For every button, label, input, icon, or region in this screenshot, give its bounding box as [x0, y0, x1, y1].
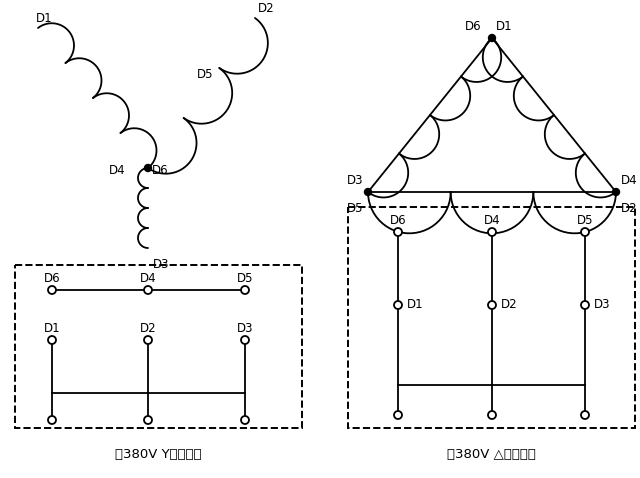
- Circle shape: [488, 34, 495, 42]
- Text: D3: D3: [153, 258, 170, 271]
- Text: D1: D1: [496, 20, 513, 33]
- Bar: [348, 207, 635, 428]
- Text: D1: D1: [36, 12, 52, 25]
- Circle shape: [394, 301, 402, 309]
- Circle shape: [581, 301, 589, 309]
- Text: D2: D2: [621, 202, 637, 215]
- Circle shape: [488, 228, 496, 236]
- Text: D3: D3: [594, 298, 611, 312]
- Text: D2: D2: [501, 298, 518, 312]
- Circle shape: [241, 336, 249, 344]
- Text: D2: D2: [140, 323, 156, 336]
- Text: D6: D6: [465, 20, 482, 33]
- Text: D5: D5: [237, 272, 253, 285]
- Circle shape: [581, 411, 589, 419]
- Text: D6: D6: [152, 163, 168, 176]
- Circle shape: [581, 228, 589, 236]
- Text: D6: D6: [390, 215, 406, 228]
- Text: D3: D3: [237, 323, 253, 336]
- Circle shape: [241, 286, 249, 294]
- Text: D4: D4: [621, 174, 637, 187]
- Circle shape: [145, 164, 152, 172]
- Circle shape: [488, 301, 496, 309]
- Circle shape: [394, 411, 402, 419]
- Text: D4: D4: [140, 272, 156, 285]
- Circle shape: [48, 416, 56, 424]
- Circle shape: [365, 188, 371, 196]
- Circle shape: [48, 286, 56, 294]
- Text: D2: D2: [258, 2, 275, 15]
- Text: D1: D1: [44, 323, 60, 336]
- Text: D6: D6: [44, 272, 60, 285]
- Text: D3: D3: [346, 174, 363, 187]
- Circle shape: [241, 416, 249, 424]
- Text: ～380V Y形接线法: ～380V Y形接线法: [115, 448, 202, 461]
- Text: D5: D5: [346, 202, 363, 215]
- Circle shape: [48, 336, 56, 344]
- Circle shape: [144, 286, 152, 294]
- Text: D4: D4: [109, 163, 126, 176]
- Bar: [15, 265, 302, 428]
- Circle shape: [488, 411, 496, 419]
- Text: D5: D5: [196, 68, 213, 81]
- Circle shape: [144, 416, 152, 424]
- Circle shape: [144, 336, 152, 344]
- Text: D1: D1: [407, 298, 424, 312]
- Circle shape: [612, 188, 620, 196]
- Text: D4: D4: [484, 215, 500, 228]
- Text: ～380V △形接线法: ～380V △形接线法: [447, 448, 536, 461]
- Text: D5: D5: [577, 215, 593, 228]
- Circle shape: [394, 228, 402, 236]
